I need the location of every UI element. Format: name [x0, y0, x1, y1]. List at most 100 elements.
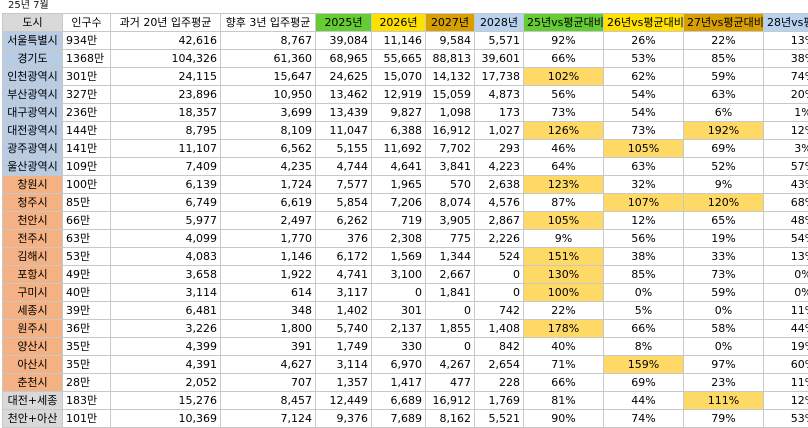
ratio-cell[interactable]: 130% [524, 266, 604, 284]
supply-cell[interactable]: 4,391 [111, 356, 221, 374]
supply-cell[interactable]: 477 [426, 374, 475, 392]
ratio-cell[interactable]: 74% [604, 410, 684, 428]
supply-cell[interactable]: 104,326 [111, 50, 221, 68]
supply-cell[interactable]: 0 [372, 284, 426, 302]
ratio-cell[interactable]: 38% [764, 50, 808, 68]
supply-cell[interactable]: 7,702 [426, 140, 475, 158]
supply-cell[interactable]: 5,740 [316, 320, 372, 338]
supply-cell[interactable]: 7,206 [372, 194, 426, 212]
supply-cell[interactable]: 1,344 [426, 248, 475, 266]
supply-cell[interactable]: 6,749 [111, 194, 221, 212]
supply-cell[interactable]: 3,100 [372, 266, 426, 284]
ratio-cell[interactable]: 120% [684, 194, 764, 212]
ratio-cell[interactable]: 69% [604, 374, 684, 392]
ratio-cell[interactable]: 81% [524, 392, 604, 410]
population-cell[interactable]: 85만 [63, 194, 111, 212]
supply-cell[interactable]: 3,658 [111, 266, 221, 284]
ratio-cell[interactable]: 1% [764, 104, 808, 122]
ratio-cell[interactable]: 19% [764, 338, 808, 356]
ratio-cell[interactable]: 54% [604, 104, 684, 122]
supply-cell[interactable]: 4,627 [221, 356, 316, 374]
city-cell[interactable]: 세종시 [3, 302, 63, 320]
supply-cell[interactable]: 24,625 [316, 68, 372, 86]
population-cell[interactable]: 63만 [63, 230, 111, 248]
ratio-cell[interactable]: 87% [524, 194, 604, 212]
supply-cell[interactable]: 2,654 [475, 356, 524, 374]
supply-cell[interactable]: 61,360 [221, 50, 316, 68]
supply-cell[interactable]: 228 [475, 374, 524, 392]
population-cell[interactable]: 53만 [63, 248, 111, 266]
ratio-cell[interactable]: 20% [764, 86, 808, 104]
supply-cell[interactable]: 1,724 [221, 176, 316, 194]
supply-cell[interactable]: 2,497 [221, 212, 316, 230]
ratio-cell[interactable]: 65% [684, 212, 764, 230]
supply-cell[interactable]: 3,114 [111, 284, 221, 302]
ratio-cell[interactable]: 100% [524, 284, 604, 302]
supply-cell[interactable]: 6,562 [221, 140, 316, 158]
supply-cell[interactable]: 13,462 [316, 86, 372, 104]
supply-cell[interactable]: 18,357 [111, 104, 221, 122]
supply-cell[interactable]: 1,357 [316, 374, 372, 392]
supply-cell[interactable]: 6,139 [111, 176, 221, 194]
ratio-cell[interactable]: 0% [764, 266, 808, 284]
supply-cell[interactable]: 12,449 [316, 392, 372, 410]
ratio-cell[interactable]: 58% [684, 320, 764, 338]
supply-cell[interactable]: 842 [475, 338, 524, 356]
ratio-cell[interactable]: 12% [764, 392, 808, 410]
supply-cell[interactable]: 3,905 [426, 212, 475, 230]
column-header[interactable]: 27년vs평균대비 [684, 14, 764, 32]
supply-cell[interactable]: 0 [426, 302, 475, 320]
population-cell[interactable]: 109만 [63, 158, 111, 176]
ratio-cell[interactable]: 8% [604, 338, 684, 356]
city-cell[interactable]: 인천광역시 [3, 68, 63, 86]
ratio-cell[interactable]: 71% [524, 356, 604, 374]
supply-cell[interactable]: 524 [475, 248, 524, 266]
population-cell[interactable]: 40만 [63, 284, 111, 302]
city-cell[interactable]: 포항시 [3, 266, 63, 284]
supply-cell[interactable]: 9,827 [372, 104, 426, 122]
population-cell[interactable]: 35만 [63, 356, 111, 374]
column-header[interactable]: 인구수 [63, 14, 111, 32]
population-cell[interactable]: 35만 [63, 338, 111, 356]
ratio-cell[interactable]: 33% [684, 248, 764, 266]
supply-cell[interactable]: 3,699 [221, 104, 316, 122]
supply-cell[interactable]: 719 [372, 212, 426, 230]
column-header[interactable]: 2025년 [316, 14, 372, 32]
column-header[interactable]: 2028년 [475, 14, 524, 32]
ratio-cell[interactable]: 22% [684, 32, 764, 50]
ratio-cell[interactable]: 105% [604, 140, 684, 158]
supply-cell[interactable]: 12,919 [372, 86, 426, 104]
column-header[interactable]: 2027년 [426, 14, 475, 32]
supply-cell[interactable]: 7,409 [111, 158, 221, 176]
supply-cell[interactable]: 1,098 [426, 104, 475, 122]
ratio-cell[interactable]: 40% [524, 338, 604, 356]
supply-cell[interactable]: 301 [372, 302, 426, 320]
city-cell[interactable]: 청주시 [3, 194, 63, 212]
ratio-cell[interactable]: 66% [524, 374, 604, 392]
ratio-cell[interactable]: 66% [604, 320, 684, 338]
ratio-cell[interactable]: 64% [524, 158, 604, 176]
ratio-cell[interactable]: 43% [764, 176, 808, 194]
supply-cell[interactable]: 570 [426, 176, 475, 194]
supply-cell[interactable]: 8,109 [221, 122, 316, 140]
ratio-cell[interactable]: 12% [764, 122, 808, 140]
ratio-cell[interactable]: 90% [524, 410, 604, 428]
ratio-cell[interactable]: 159% [604, 356, 684, 374]
city-cell[interactable]: 천안시 [3, 212, 63, 230]
supply-cell[interactable]: 1,408 [475, 320, 524, 338]
supply-cell[interactable]: 4,641 [372, 158, 426, 176]
supply-cell[interactable]: 7,689 [372, 410, 426, 428]
supply-cell[interactable]: 6,388 [372, 122, 426, 140]
supply-cell[interactable]: 6,970 [372, 356, 426, 374]
supply-cell[interactable]: 3,117 [316, 284, 372, 302]
supply-cell[interactable]: 2,226 [475, 230, 524, 248]
supply-cell[interactable]: 88,813 [426, 50, 475, 68]
supply-cell[interactable]: 742 [475, 302, 524, 320]
city-cell[interactable]: 부산광역시 [3, 86, 63, 104]
city-cell[interactable]: 서울특별시 [3, 32, 63, 50]
supply-cell[interactable]: 2,308 [372, 230, 426, 248]
ratio-cell[interactable]: 0% [764, 284, 808, 302]
ratio-cell[interactable]: 6% [684, 104, 764, 122]
city-cell[interactable]: 원주시 [3, 320, 63, 338]
ratio-cell[interactable]: 56% [524, 86, 604, 104]
